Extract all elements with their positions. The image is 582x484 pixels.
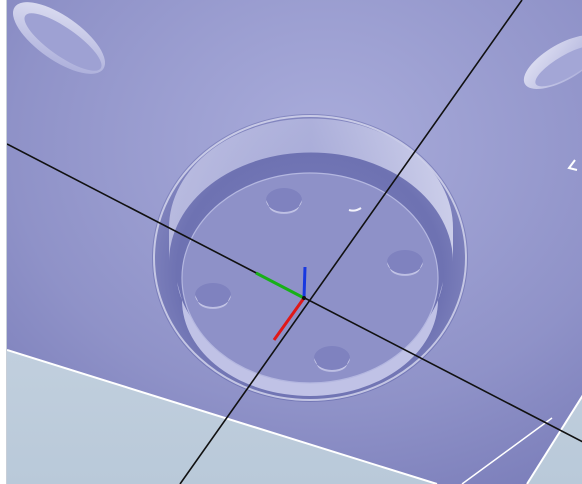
part-edge-right	[526, 394, 582, 484]
slot-icon[interactable]	[7, 0, 116, 87]
triad-y-axis	[255, 271, 305, 300]
hole-icon[interactable]	[195, 283, 231, 309]
hole-icon[interactable]	[266, 188, 302, 214]
boss-floor[interactable]	[182, 173, 438, 383]
small-mark	[348, 207, 362, 212]
slot-icon[interactable]	[516, 24, 582, 99]
triad-z-axis	[302, 266, 307, 299]
cursor-mark-icon	[567, 159, 578, 171]
reference-axis-line	[179, 0, 523, 484]
triad-icon[interactable]	[255, 266, 307, 341]
part-edge-bottom	[7, 349, 438, 484]
axis-origin-icon	[302, 296, 306, 300]
hole-icon[interactable]	[314, 346, 350, 372]
scene-svg[interactable]	[7, 0, 582, 484]
hole-icon[interactable]	[387, 250, 423, 276]
cad-3d-viewport[interactable]	[6, 0, 582, 484]
counterbore-feature[interactable]	[152, 114, 468, 402]
part-edge-corner	[461, 417, 553, 484]
boss-wall	[169, 118, 453, 262]
triad-x-axis	[272, 297, 306, 341]
